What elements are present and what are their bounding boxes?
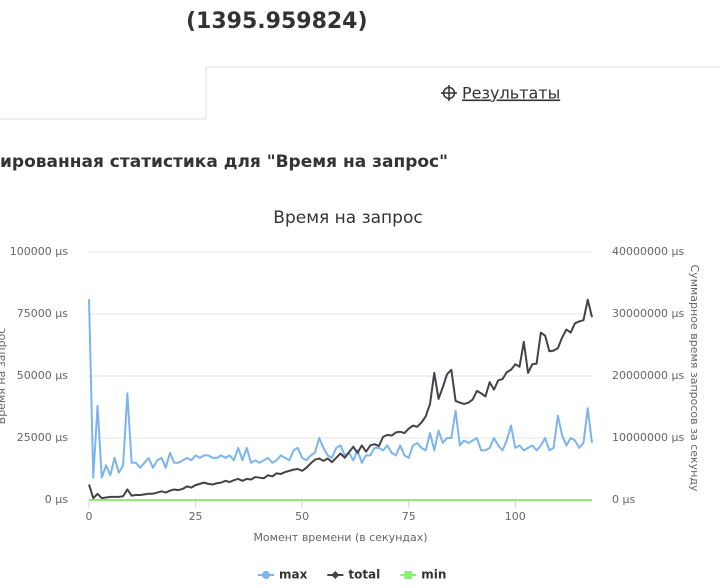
- y2-tick-label: 20000000 µs: [612, 369, 684, 382]
- y-tick-label: 75000 µs: [17, 307, 68, 320]
- y-tick-label: 0 µs: [45, 493, 68, 506]
- chart-title: Время на запрос: [273, 208, 422, 228]
- x-tick-label: 100: [505, 510, 526, 523]
- y-tick-label: 25000 µs: [17, 431, 68, 444]
- y-tick-label: 50000 µs: [17, 369, 68, 382]
- y-tick-label: 100000 µs: [10, 245, 68, 258]
- x-tick-label: 0: [86, 510, 93, 523]
- legend-marker: [404, 571, 413, 579]
- tab-icon[interactable]: [441, 85, 457, 101]
- legend-marker: [331, 571, 340, 579]
- y-axis-title: Время на запрос: [0, 328, 8, 425]
- y2-tick-label: 30000000 µs: [612, 307, 684, 320]
- y2-axis-title: Суммарное время запросов за секунду: [688, 265, 701, 492]
- legend-label[interactable]: max: [279, 568, 308, 582]
- chart: Время на запрос Момент времени (в секунда…: [0, 208, 701, 582]
- series-line: [88, 298, 593, 500]
- series-line: [88, 299, 593, 479]
- tab-label[interactable]: Результаты: [462, 84, 560, 103]
- legend-label[interactable]: total: [348, 568, 380, 582]
- section-title: ированная статистика для "Время на запро…: [0, 152, 448, 172]
- legend-label[interactable]: min: [421, 568, 446, 582]
- y2-tick-label: 10000000 µs: [612, 431, 684, 444]
- x-tick-label: 50: [295, 510, 309, 523]
- header-value: (1395.959824): [186, 9, 368, 34]
- y2-tick-label: 40000000 µs: [612, 245, 684, 258]
- x-axis-title: Момент времени (в секундах): [253, 531, 427, 544]
- x-tick-label: 25: [189, 510, 203, 523]
- y2-tick-label: 0 µs: [612, 493, 635, 506]
- legend-marker: [262, 571, 270, 579]
- x-tick-label: 75: [402, 510, 416, 523]
